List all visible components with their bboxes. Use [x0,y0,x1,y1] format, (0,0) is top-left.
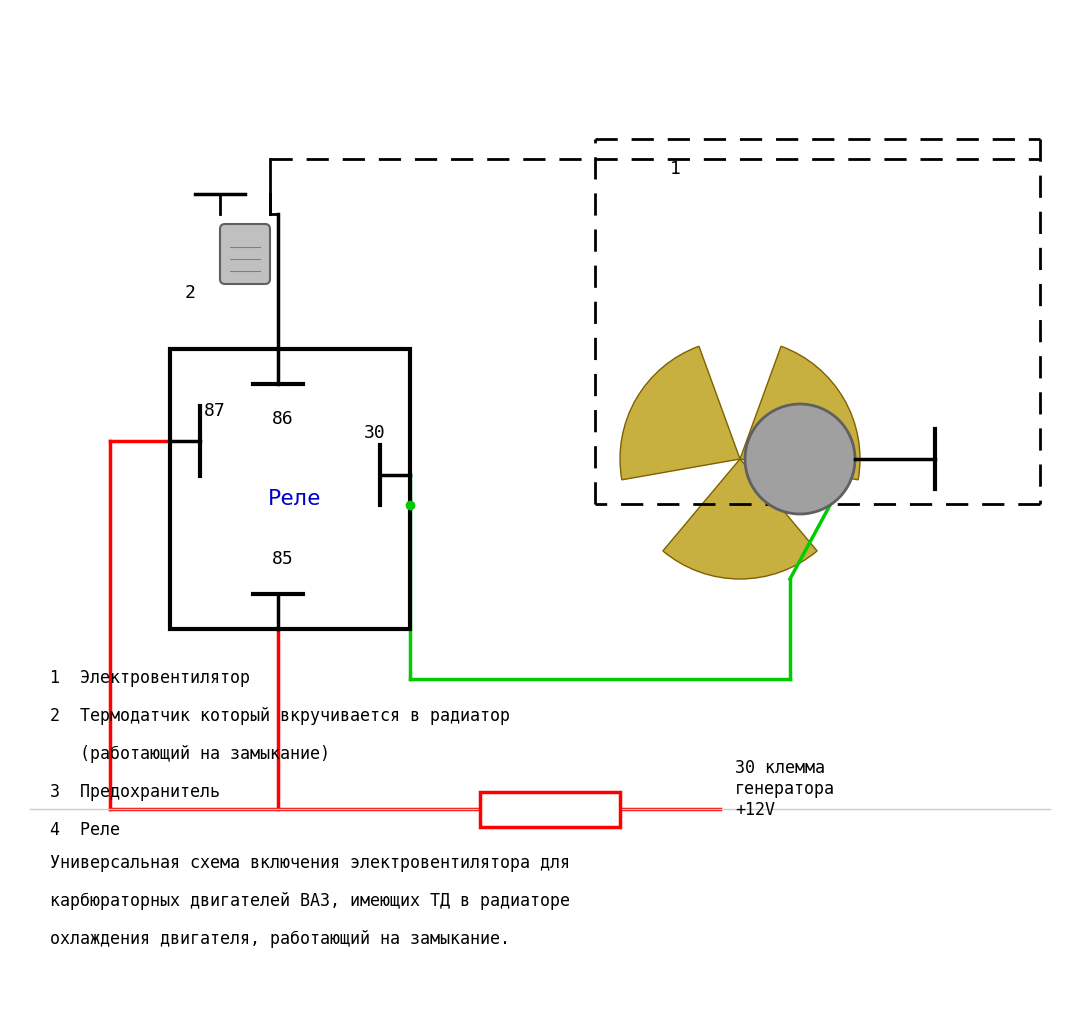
Wedge shape [663,459,818,579]
Text: охлаждения двигателя, работающий на замыкание.: охлаждения двигателя, работающий на замы… [50,930,510,948]
Text: 85: 85 [272,550,294,568]
Text: (работающий на замыкание): (работающий на замыкание) [50,745,330,763]
Text: 87: 87 [204,403,226,421]
Text: карбюраторных двигателей ВАЗ, имеющих ТД в радиаторе: карбюраторных двигателей ВАЗ, имеющих ТД… [50,892,570,910]
Text: 2  Термодатчик который вкручивается в радиатор: 2 Термодатчик который вкручивается в рад… [50,707,510,725]
Text: 2: 2 [185,284,195,302]
Circle shape [745,404,855,514]
Text: 3  Предохранитель: 3 Предохранитель [50,783,220,801]
Text: Универсальная схема включения электровентилятора для: Универсальная схема включения электровен… [50,854,570,872]
Bar [480,791,620,826]
Text: 1: 1 [670,160,680,178]
Text: Реле: Реле [268,489,322,509]
Text: 86: 86 [272,410,294,428]
Wedge shape [620,346,740,480]
Text: 30: 30 [364,424,386,442]
Text: 30 клемма
генератора
+12V: 30 клемма генератора +12V [735,759,835,818]
Wedge shape [740,346,860,480]
Text: 4  Реле: 4 Реле [50,821,120,839]
FancyBboxPatch shape [220,224,270,284]
Bar [170,349,410,629]
Text: 1  Электровентилятор: 1 Электровентилятор [50,669,249,687]
